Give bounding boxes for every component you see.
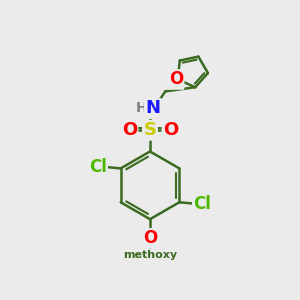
Text: O: O (163, 121, 178, 139)
Text: S: S (143, 121, 157, 139)
Text: Cl: Cl (194, 195, 211, 213)
Text: H: H (136, 101, 148, 116)
Text: O: O (169, 70, 183, 88)
Text: methoxy: methoxy (123, 250, 177, 260)
Text: N: N (146, 100, 160, 118)
Text: O: O (122, 121, 137, 139)
Text: Cl: Cl (89, 158, 106, 176)
Text: O: O (143, 229, 157, 247)
